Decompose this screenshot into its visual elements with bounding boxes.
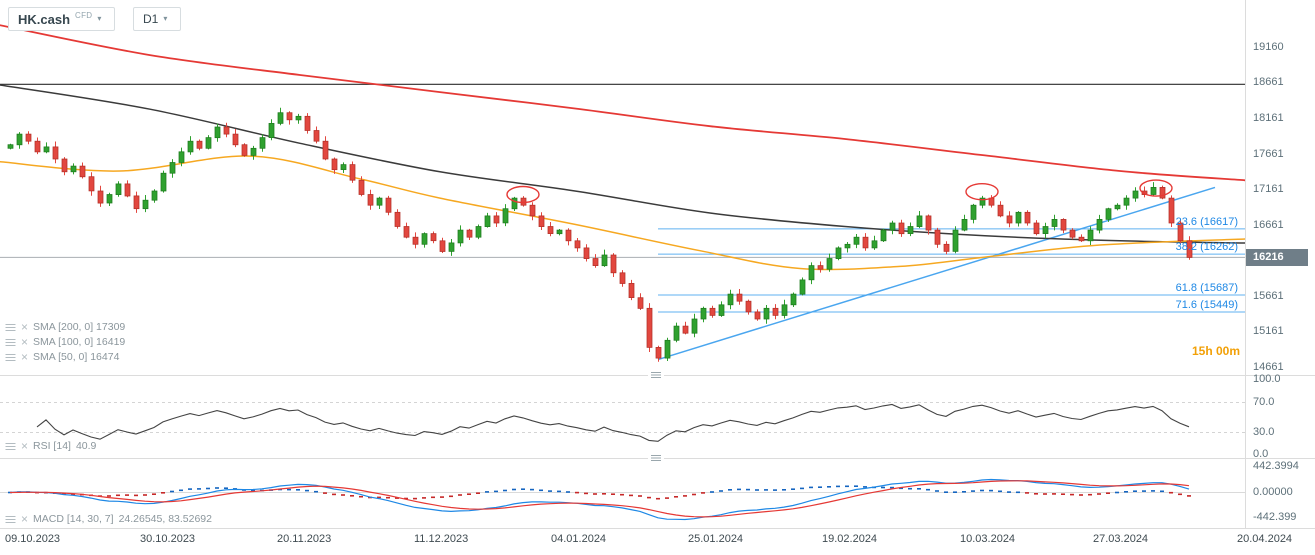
remove-indicator-icon[interactable]: × (21, 439, 29, 453)
timeframe-selector[interactable]: D1 (133, 7, 182, 31)
price-axis-label: 17661 (1253, 148, 1284, 160)
indicator-settings-icon[interactable] (5, 323, 16, 332)
sma-legend-label: SMA [200, 0] 17309 (33, 321, 126, 333)
price-chart-canvas[interactable]: 23.6 (16617) 38.2 (16262) 61.8 (15687) 71.6… (0, 0, 1245, 375)
remove-indicator-icon[interactable]: × (21, 350, 29, 364)
sma200-line (0, 24, 1245, 182)
price-axis-label: 15161 (1253, 325, 1284, 337)
rsi-axis-label: 0.0 (1253, 448, 1269, 460)
x-axis-label: 19.02.2024 (822, 533, 878, 545)
macd-axis-label: 442.3994 (1253, 460, 1299, 472)
price-axis-label: 18161 (1253, 112, 1284, 124)
timeframe-value: D1 (143, 12, 159, 26)
x-axis-label: 20.04.2024 (1237, 533, 1293, 545)
rsi-legend: × RSI [14] 40.9 (5, 440, 96, 452)
candle-countdown: 15h 00m (1191, 344, 1240, 358)
x-axis-label: 27.03.2024 (1093, 533, 1149, 545)
x-axis-label: 30.10.2023 (140, 533, 196, 545)
macd-chart-canvas[interactable] (0, 459, 1245, 528)
fib-level-label: 23.6 (16617) (1176, 216, 1238, 228)
chevron-down-icon (97, 15, 105, 23)
price-axis-label: 19160 (1253, 41, 1284, 53)
sma50-line (0, 155, 1245, 271)
macd-line (9, 478, 1190, 521)
price-axis-label: 14661 (1253, 361, 1284, 373)
sma-legend-list: × SMA [200, 0] 17309 × SMA [100, 0] 16419 × S… (5, 321, 125, 363)
x-axis-label: 10.03.2024 (960, 533, 1016, 545)
sma-legend-label: SMA [50, 0] 16474 (33, 351, 120, 363)
fib-level-label: 38.2 (16262) (1176, 241, 1238, 253)
macd-axis-label: -442.399 (1253, 511, 1297, 523)
rsi-axis-label: 70.0 (1253, 396, 1275, 408)
x-axis-label: 20.11.2023 (277, 533, 332, 545)
symbol-selector[interactable]: HK.cash CFD (8, 7, 116, 31)
price-axis-label: 18661 (1253, 76, 1284, 88)
indicator-settings-icon[interactable] (5, 442, 16, 451)
rsi-legend-value: 40.9 (75, 440, 97, 452)
grip-icon (651, 455, 661, 461)
chevron-down-icon (163, 15, 171, 23)
price-axis-label: 16661 (1253, 219, 1284, 231)
axis-divider (0, 528, 1315, 529)
indicator-settings-icon[interactable] (5, 338, 16, 347)
sma-legend-label: SMA [100, 0] 16419 (33, 336, 126, 348)
macd-legend: × MACD [14, 30, 7] 24.26545, 83.52692 (5, 513, 212, 525)
symbol-name: HK.cash (18, 11, 71, 27)
price-axis-divider (1245, 0, 1246, 528)
indicator-settings-icon[interactable] (5, 353, 16, 362)
macd-legend-value: 24.26545, 83.52692 (118, 513, 212, 525)
panel-resize-handle[interactable] (648, 370, 664, 380)
price-axis-label: 17161 (1253, 183, 1284, 195)
rsi-axis-label: 30.0 (1253, 426, 1275, 438)
sma100-line (0, 84, 1245, 244)
grip-icon (651, 372, 661, 378)
remove-indicator-icon[interactable]: × (21, 512, 29, 526)
fib-level-label: 71.6 (15449) (1176, 299, 1238, 311)
remove-indicator-icon[interactable]: × (21, 320, 29, 334)
macd-signal-line (9, 480, 1190, 518)
x-axis-label: 25.01.2024 (688, 533, 744, 545)
annotation-ellipse[interactable] (965, 182, 999, 201)
macd-axis-label: 0.00000 (1253, 486, 1293, 498)
rsi-axis-label: 100.0 (1253, 373, 1281, 385)
macd-legend-label: MACD [14, 30, 7] (33, 513, 114, 525)
price-axis-label: 15661 (1253, 290, 1284, 302)
sma-legend: × SMA [200, 0] 17309 (5, 321, 125, 333)
trend-line-drawing[interactable] (657, 186, 1216, 361)
remove-indicator-icon[interactable]: × (21, 335, 29, 349)
rsi-legend-label: RSI [14] (33, 440, 71, 452)
instrument-type-badge: CFD (75, 11, 93, 20)
rsi-line (36, 403, 1190, 442)
candlesticks (7, 107, 1193, 362)
rsi-chart-canvas[interactable] (0, 376, 1245, 458)
sma-legend: × SMA [50, 0] 16474 (5, 351, 125, 363)
annotation-ellipse[interactable] (506, 185, 540, 204)
panel-resize-handle[interactable] (648, 453, 664, 463)
annotation-ellipse[interactable] (1139, 179, 1173, 197)
macd-histogram (8, 485, 1191, 500)
x-axis-label: 11.12.2023 (414, 533, 469, 545)
fib-level-label: 61.8 (15687) (1176, 282, 1238, 294)
x-axis-label: 09.10.2023 (5, 533, 61, 545)
x-axis-label: 04.01.2024 (551, 533, 607, 545)
sma-legend: × SMA [100, 0] 16419 (5, 336, 125, 348)
current-price-tag: 16216 (1246, 249, 1308, 266)
indicator-settings-icon[interactable] (5, 515, 16, 524)
